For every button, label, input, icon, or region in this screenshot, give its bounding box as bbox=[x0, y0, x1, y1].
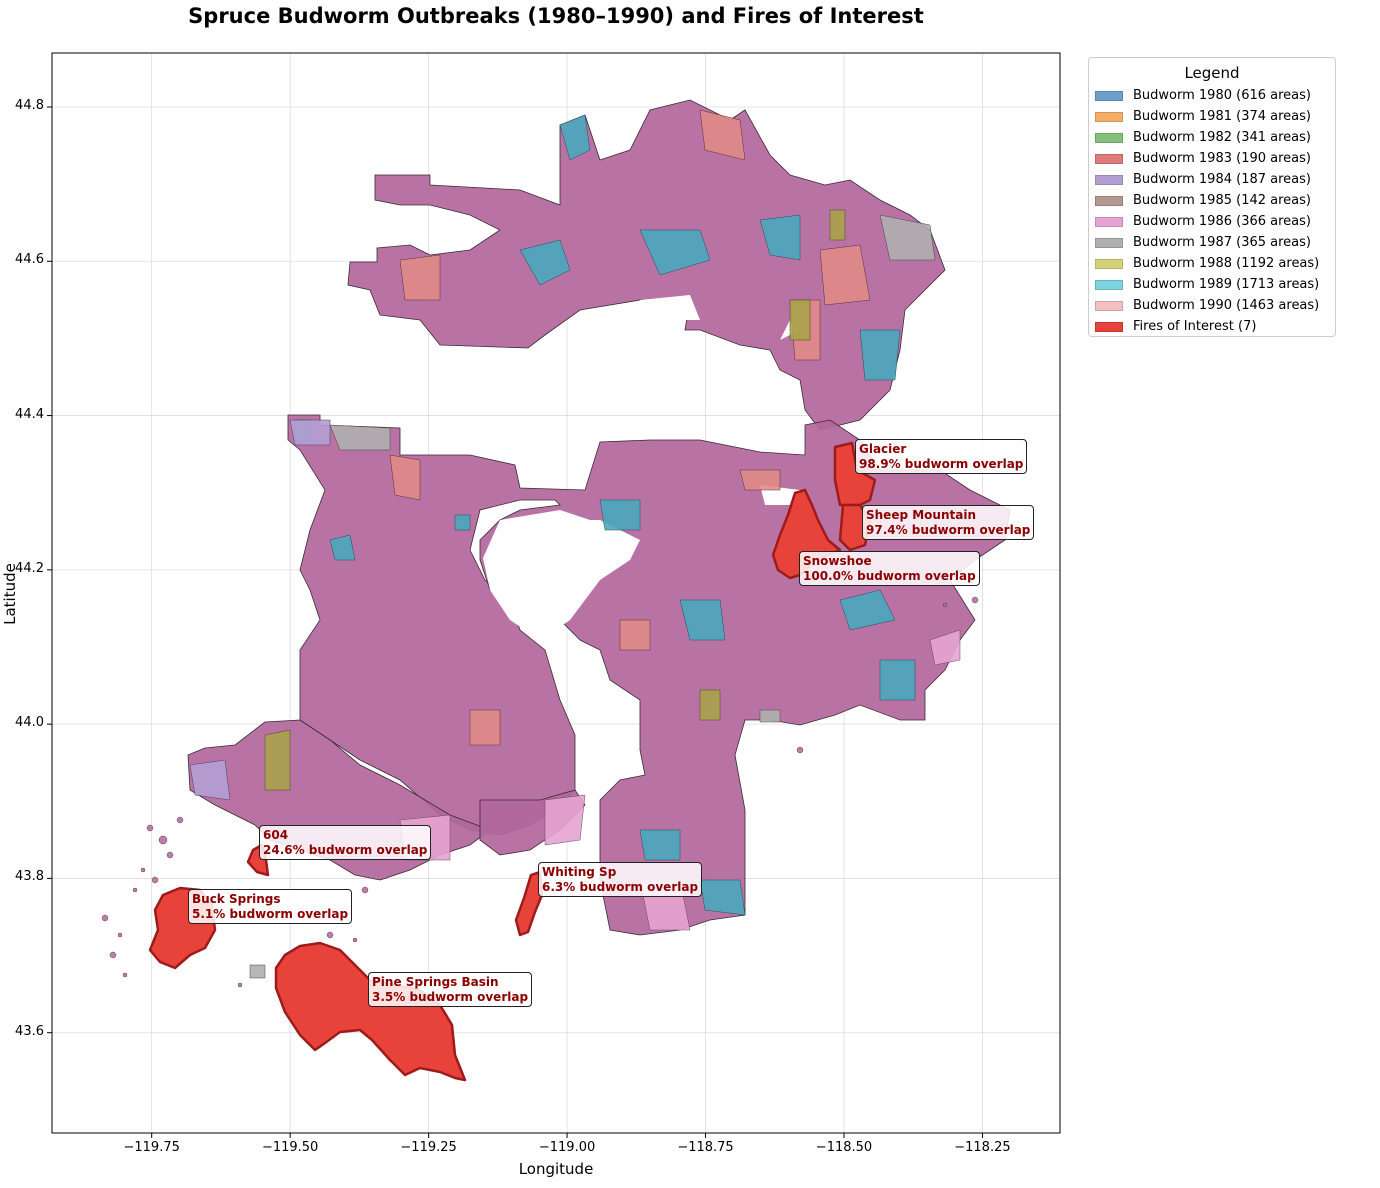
legend-item: Budworm 1986 (366 areas) bbox=[1095, 214, 1311, 229]
y-tick-label: 43.8 bbox=[15, 869, 44, 885]
legend-label: Budworm 1990 (1463 areas) bbox=[1133, 298, 1320, 313]
fire-pine-springs-basin bbox=[274, 941, 467, 1082]
budworm-1983-patches bbox=[389, 109, 871, 746]
budworm-1988-patches bbox=[264, 209, 846, 791]
x-axis-ticks bbox=[151, 1133, 983, 1138]
fire-name: Whiting Sp bbox=[542, 865, 617, 879]
fire-overlap: 98.9% budworm overlap bbox=[859, 457, 1024, 471]
x-tick-label: −119.75 bbox=[123, 1140, 180, 1155]
legend-swatch bbox=[1095, 132, 1123, 143]
legend: Legend Budworm 1980 (616 areas) Budworm 1… bbox=[1088, 57, 1336, 337]
budworm-1989-patches bbox=[294, 114, 916, 916]
fire-annotation-snowshoe: Snowshoe 100.0% budworm overlap bbox=[799, 551, 980, 586]
legend-label: Budworm 1982 (341 areas) bbox=[1133, 130, 1311, 145]
fire-overlap: 97.4% budworm overlap bbox=[866, 523, 1031, 537]
legend-swatch bbox=[1095, 258, 1123, 269]
north-hole-1 bbox=[640, 295, 700, 320]
y-axis-label: Latitude bbox=[1, 563, 19, 625]
legend-item: Budworm 1982 (341 areas) bbox=[1095, 130, 1311, 145]
legend-label: Budworm 1988 (1192 areas) bbox=[1133, 256, 1320, 271]
x-axis-label: Longitude bbox=[518, 1160, 594, 1178]
legend-swatch bbox=[1095, 90, 1123, 101]
legend-item: Fires of Interest (7) bbox=[1095, 319, 1256, 334]
budworm-1984-patches bbox=[189, 419, 331, 801]
legend-label: Budworm 1983 (190 areas) bbox=[1133, 151, 1311, 166]
legend-label: Budworm 1984 (187 areas) bbox=[1133, 172, 1311, 187]
fire-name: Sheep Mountain bbox=[866, 508, 976, 522]
x-tick-label: −119.25 bbox=[400, 1140, 457, 1155]
budworm-scattered-fragments bbox=[101, 596, 979, 988]
legend-swatch bbox=[1095, 279, 1123, 290]
fire-overlap: 5.1% budworm overlap bbox=[192, 907, 349, 921]
budworm-1987-patches bbox=[249, 214, 936, 979]
y-tick-label: 44.6 bbox=[15, 252, 44, 268]
legend-swatch bbox=[1095, 300, 1123, 311]
legend-item: Budworm 1981 (374 areas) bbox=[1095, 109, 1311, 124]
legend-swatch bbox=[1095, 237, 1123, 248]
x-tick-label: −118.75 bbox=[677, 1140, 734, 1155]
y-tick-label: 44.0 bbox=[15, 715, 44, 731]
legend-item: Budworm 1985 (142 areas) bbox=[1095, 193, 1311, 208]
fire-name: Pine Springs Basin bbox=[372, 975, 499, 989]
central-clearing bbox=[483, 510, 640, 640]
legend-title: Legend bbox=[1184, 64, 1240, 82]
legend-item: Budworm 1989 (1713 areas) bbox=[1095, 277, 1319, 292]
y-tick-label: 43.6 bbox=[15, 1023, 44, 1039]
y-tick-label: 44.8 bbox=[15, 98, 44, 113]
legend-label: Budworm 1980 (616 areas) bbox=[1133, 88, 1311, 103]
legend-swatch bbox=[1095, 321, 1123, 332]
fires-layer bbox=[148, 441, 877, 1082]
legend-swatch bbox=[1095, 216, 1123, 227]
fire-annotation-pine-springs-basin: Pine Springs Basin 3.5% budworm overlap bbox=[368, 972, 533, 1007]
fire-annotation-whiting-sp: Whiting Sp 6.3% budworm overlap bbox=[538, 862, 703, 897]
legend-item: Budworm 1984 (187 areas) bbox=[1095, 172, 1311, 187]
legend-swatch bbox=[1095, 195, 1123, 206]
x-tick-label: −119.00 bbox=[538, 1140, 596, 1155]
legend-swatch bbox=[1095, 111, 1123, 122]
fire-annotation-buck-springs: Buck Springs 5.1% budworm overlap bbox=[188, 889, 353, 924]
y-axis-ticks bbox=[47, 106, 52, 1034]
y-tick-label: 44.4 bbox=[15, 406, 44, 422]
fire-glacier bbox=[833, 441, 877, 507]
fire-name: Snowshoe bbox=[803, 554, 872, 568]
fire-annotation-604: 604 24.6% budworm overlap bbox=[259, 825, 432, 860]
legend-label: Fires of Interest (7) bbox=[1133, 319, 1257, 334]
plot-frame bbox=[51, 52, 1061, 1134]
x-tick-label: −118.25 bbox=[954, 1140, 1011, 1155]
fire-name: 604 bbox=[263, 828, 289, 842]
legend-item: Budworm 1983 (190 areas) bbox=[1095, 151, 1311, 166]
fire-annotation-glacier: Glacier 98.9% budworm overlap bbox=[855, 439, 1028, 474]
legend-label: Budworm 1986 (366 areas) bbox=[1133, 214, 1311, 229]
legend-swatch bbox=[1095, 153, 1123, 164]
fire-name: Buck Springs bbox=[192, 892, 281, 906]
fire-name: Glacier bbox=[859, 442, 907, 456]
x-tick-label: −119.50 bbox=[261, 1140, 319, 1155]
legend-item: Budworm 1988 (1192 areas) bbox=[1095, 256, 1319, 271]
budworm-layer bbox=[101, 99, 1011, 988]
legend-item: Budworm 1987 (365 areas) bbox=[1095, 235, 1311, 250]
y-tick-label: 44.2 bbox=[15, 560, 44, 576]
chart-title: Spruce Budworm Outbreaks (1980–1990) and… bbox=[188, 4, 924, 28]
fire-overlap: 100.0% budworm overlap bbox=[803, 569, 976, 583]
x-tick-label: −118.50 bbox=[815, 1140, 873, 1155]
legend-item: Budworm 1980 (616 areas) bbox=[1095, 88, 1311, 103]
fire-overlap: 3.5% budworm overlap bbox=[372, 990, 529, 1004]
legend-label: Budworm 1985 (142 areas) bbox=[1133, 193, 1311, 208]
fire-overlap: 6.3% budworm overlap bbox=[542, 880, 699, 894]
legend-item: Budworm 1990 (1463 areas) bbox=[1095, 298, 1319, 313]
fire-overlap: 24.6% budworm overlap bbox=[263, 843, 428, 857]
legend-label: Budworm 1989 (1713 areas) bbox=[1133, 277, 1320, 292]
legend-label: Budworm 1987 (365 areas) bbox=[1133, 235, 1311, 250]
legend-label: Budworm 1981 (374 areas) bbox=[1133, 109, 1311, 124]
legend-swatch bbox=[1095, 174, 1123, 185]
fire-annotation-sheep-mountain: Sheep Mountain 97.4% budworm overlap bbox=[862, 505, 1035, 540]
